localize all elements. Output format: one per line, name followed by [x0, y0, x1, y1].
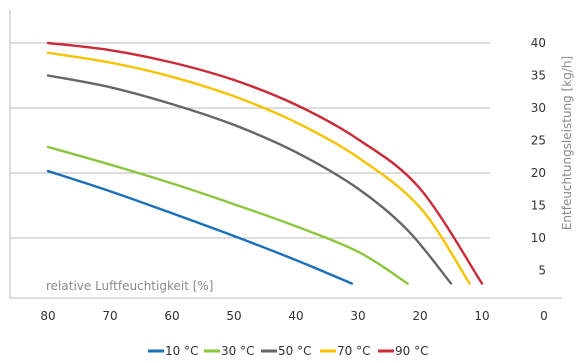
series-line-3 — [46, 51, 471, 285]
series-line-0 — [46, 169, 353, 285]
series-lines — [46, 41, 484, 285]
x-tick-label-50: 50 — [226, 309, 241, 323]
y-tick-label-5: 5 — [538, 264, 546, 278]
x-tick-label-0: 0 — [540, 309, 548, 323]
y-tick-label-40: 40 — [531, 36, 546, 50]
series-line-4 — [46, 41, 484, 285]
y-tick-label-20: 20 — [531, 166, 546, 180]
legend-label-1: 30 °C — [221, 344, 254, 358]
legend: 10 °C 30 °C 50 °C 70 °C 90 °C — [148, 344, 428, 358]
y-axis-title: Entfeuchtungsleistung [kg/h] — [560, 56, 574, 230]
grid-lines — [10, 42, 490, 239]
x-tick-label-40: 40 — [288, 309, 303, 323]
x-tick-label-30: 30 — [350, 309, 365, 323]
x-tick-label-10: 10 — [474, 309, 489, 323]
y-tick-labels: 5 10 15 20 25 30 35 40 — [531, 36, 546, 278]
legend-label-3: 70 °C — [337, 344, 370, 358]
y-tick-label-25: 25 — [531, 134, 546, 148]
series-line-1 — [46, 145, 409, 285]
x-axis-title: relative Luftfeuchtigkeit [%] — [46, 279, 213, 293]
y-tick-label-15: 15 — [531, 199, 546, 213]
axes — [9, 10, 562, 299]
legend-label-4: 90 °C — [395, 344, 428, 358]
y-tick-label-35: 35 — [531, 69, 546, 83]
x-tick-label-80: 80 — [40, 309, 55, 323]
y-tick-label-30: 30 — [531, 101, 546, 115]
x-tick-label-20: 20 — [412, 309, 427, 323]
legend-label-2: 50 °C — [278, 344, 311, 358]
series-line-2 — [46, 74, 453, 285]
y-tick-label-10: 10 — [531, 231, 546, 245]
legend-label-0: 10 °C — [165, 344, 198, 358]
x-tick-label-60: 60 — [164, 309, 179, 323]
x-tick-label-70: 70 — [102, 309, 117, 323]
x-tick-labels: 80 70 60 50 40 30 20 10 0 — [40, 309, 547, 323]
